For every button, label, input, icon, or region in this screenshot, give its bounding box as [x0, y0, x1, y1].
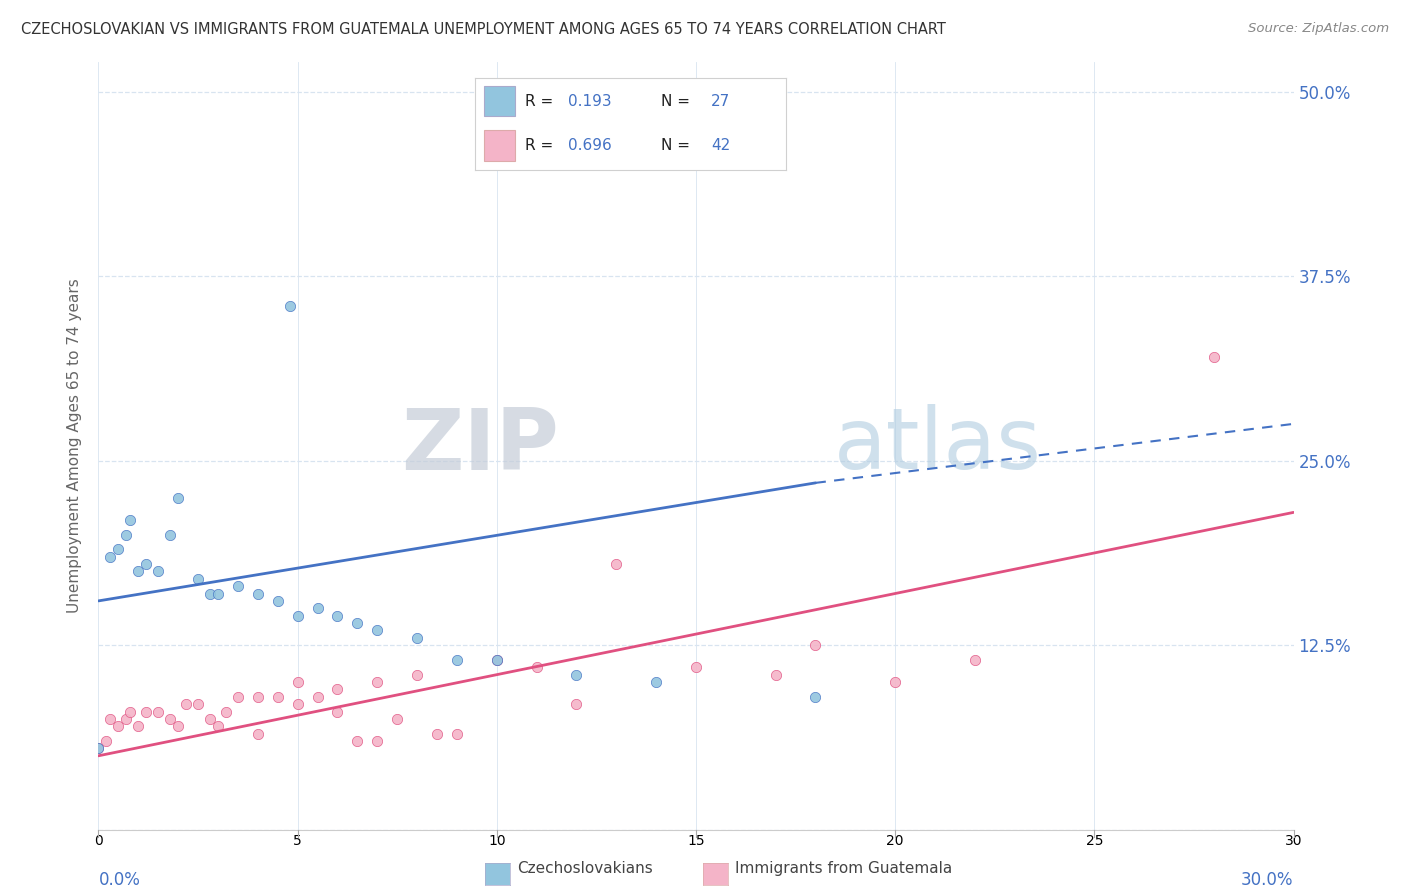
Point: [963, 653, 986, 667]
Point: [485, 653, 508, 667]
Point: [198, 712, 221, 726]
Point: [287, 675, 309, 690]
Point: [1202, 351, 1225, 365]
Point: [159, 712, 181, 726]
Point: [120, 705, 142, 719]
Point: [307, 601, 329, 615]
Point: [120, 513, 142, 527]
Point: [87, 741, 110, 756]
Text: Source: ZipAtlas.com: Source: ZipAtlas.com: [1249, 22, 1389, 36]
Point: [87, 741, 110, 756]
Point: [366, 624, 388, 638]
Text: Immigrants from Guatemala: Immigrants from Guatemala: [735, 861, 953, 876]
Point: [526, 660, 548, 674]
Point: [167, 491, 190, 505]
Point: [685, 660, 707, 674]
Point: [565, 697, 588, 711]
Point: [366, 675, 388, 690]
Point: [406, 667, 429, 681]
Point: [98, 712, 122, 726]
Point: [159, 527, 181, 541]
Y-axis label: Unemployment Among Ages 65 to 74 years: Unemployment Among Ages 65 to 74 years: [67, 278, 83, 614]
Point: [187, 572, 209, 586]
Point: [804, 638, 827, 652]
Point: [645, 675, 668, 690]
Point: [267, 690, 290, 704]
Point: [326, 682, 349, 697]
Point: [366, 734, 388, 748]
Text: 30.0%: 30.0%: [1241, 871, 1294, 888]
Point: [385, 712, 409, 726]
Point: [148, 565, 170, 579]
Point: [226, 690, 249, 704]
Text: CZECHOSLOVAKIAN VS IMMIGRANTS FROM GUATEMALA UNEMPLOYMENT AMONG AGES 65 TO 74 YE: CZECHOSLOVAKIAN VS IMMIGRANTS FROM GUATE…: [21, 22, 946, 37]
Point: [98, 549, 122, 564]
Point: [287, 697, 309, 711]
Point: [107, 719, 129, 733]
Text: ZIP: ZIP: [401, 404, 558, 488]
Point: [167, 719, 190, 733]
Point: [804, 690, 827, 704]
Point: [115, 527, 138, 541]
Point: [127, 565, 149, 579]
Point: [135, 557, 157, 571]
Point: [127, 719, 149, 733]
Point: [107, 542, 129, 557]
Point: [426, 726, 449, 740]
Point: [446, 726, 468, 740]
Point: [287, 608, 309, 623]
Point: [446, 653, 468, 667]
Text: Czechoslovakians: Czechoslovakians: [517, 861, 654, 876]
Point: [207, 719, 229, 733]
Point: [135, 705, 157, 719]
Point: [884, 675, 907, 690]
Point: [406, 631, 429, 645]
Point: [346, 734, 368, 748]
Point: [326, 705, 349, 719]
Point: [307, 690, 329, 704]
Point: [565, 667, 588, 681]
Text: 0.0%: 0.0%: [98, 871, 141, 888]
Point: [765, 667, 787, 681]
Point: [115, 712, 138, 726]
Point: [605, 557, 627, 571]
Point: [148, 705, 170, 719]
Text: atlas: atlas: [834, 404, 1042, 488]
Point: [346, 615, 368, 630]
Point: [326, 608, 349, 623]
Point: [246, 586, 269, 600]
Point: [198, 586, 221, 600]
Point: [96, 734, 118, 748]
Point: [246, 726, 269, 740]
Point: [174, 697, 197, 711]
Point: [207, 586, 229, 600]
Point: [187, 697, 209, 711]
Point: [226, 579, 249, 593]
Point: [485, 653, 508, 667]
Point: [267, 594, 290, 608]
Point: [246, 690, 269, 704]
Point: [215, 705, 238, 719]
Point: [278, 299, 301, 313]
